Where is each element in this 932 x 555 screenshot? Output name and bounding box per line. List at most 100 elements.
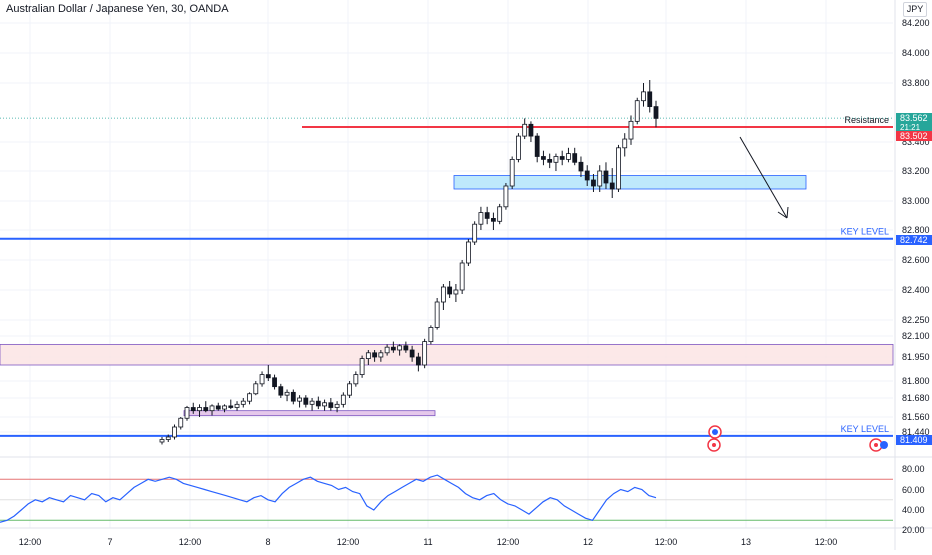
price-tick-label: 82.250 bbox=[902, 315, 930, 325]
candle bbox=[491, 217, 496, 222]
time-tick-label: 12:00 bbox=[19, 537, 42, 547]
candle bbox=[365, 352, 371, 359]
candle bbox=[247, 393, 252, 402]
candle bbox=[553, 156, 559, 163]
time-tick-label: 12:00 bbox=[337, 537, 360, 547]
candle bbox=[184, 407, 190, 419]
time-tick-label: 11 bbox=[423, 537, 432, 547]
time-tick-label: 8 bbox=[265, 537, 270, 547]
time-tick-label: 12 bbox=[583, 537, 593, 547]
candle bbox=[284, 391, 290, 396]
price-tick-label: 82.400 bbox=[902, 285, 930, 295]
candle bbox=[353, 374, 359, 385]
candle bbox=[603, 170, 609, 184]
candle bbox=[559, 156, 565, 160]
candle bbox=[422, 341, 428, 366]
time-tick-label: 13 bbox=[741, 537, 751, 547]
candle bbox=[359, 358, 365, 376]
candle bbox=[634, 100, 640, 122]
price-badge-value: 83.562 bbox=[900, 113, 928, 123]
level-label: KEY LEVEL bbox=[841, 424, 889, 434]
candle bbox=[609, 182, 615, 190]
chart-title: Australian Dollar / Japanese Yen, 30, OA… bbox=[6, 3, 229, 15]
price-badge-value: 81.409 bbox=[900, 435, 928, 445]
price-badge-value: 83.502 bbox=[900, 131, 928, 141]
candle bbox=[641, 91, 646, 102]
candle bbox=[584, 170, 590, 181]
event-icon bbox=[712, 429, 718, 435]
candle bbox=[209, 405, 215, 412]
price-tick-label: 83.200 bbox=[902, 166, 930, 176]
candle bbox=[215, 405, 221, 410]
price-tick-label: 82.100 bbox=[902, 331, 930, 341]
candle bbox=[647, 91, 653, 107]
price-tick-label: 81.800 bbox=[902, 376, 930, 386]
price-badge-time: 21:21 bbox=[900, 123, 921, 132]
price-tick-label: 83.800 bbox=[902, 78, 930, 88]
price-tick-label: 81.950 bbox=[902, 352, 930, 362]
candle bbox=[290, 391, 296, 402]
candle bbox=[397, 345, 403, 351]
candle bbox=[597, 170, 603, 187]
candle bbox=[509, 158, 515, 187]
candle bbox=[503, 185, 509, 208]
candle bbox=[622, 138, 628, 149]
candle bbox=[428, 327, 434, 343]
candle bbox=[340, 394, 346, 405]
candle bbox=[197, 407, 202, 412]
candle bbox=[415, 356, 421, 366]
level-label: KEY LEVEL bbox=[841, 227, 889, 237]
purple-zone bbox=[183, 410, 436, 417]
level-label: Resistance bbox=[844, 115, 889, 125]
candle bbox=[378, 352, 384, 358]
candle bbox=[484, 212, 490, 219]
pink-zone bbox=[0, 343, 894, 366]
candle bbox=[447, 286, 453, 295]
candle bbox=[497, 206, 503, 222]
price-badge bbox=[896, 435, 932, 445]
candle bbox=[440, 286, 446, 303]
currency-selector[interactable]: JPY bbox=[903, 2, 927, 17]
event-icon bbox=[712, 443, 716, 447]
price-tick-label: 84.200 bbox=[902, 18, 930, 28]
candle bbox=[616, 147, 621, 190]
candle bbox=[478, 212, 484, 225]
candle bbox=[228, 405, 234, 408]
price-badge-value: 82.742 bbox=[900, 235, 928, 245]
candle bbox=[591, 179, 596, 187]
price-tick-label: 83.400 bbox=[902, 137, 930, 147]
arrow-head bbox=[777, 206, 789, 219]
rsi-tick-label: 20.00 bbox=[902, 525, 925, 535]
candle bbox=[297, 397, 302, 402]
price-tick-label: 82.800 bbox=[902, 225, 930, 235]
candle bbox=[172, 426, 177, 438]
candle bbox=[303, 397, 309, 405]
candle bbox=[547, 158, 553, 163]
candle bbox=[253, 383, 259, 395]
candle bbox=[384, 346, 390, 354]
candle bbox=[278, 386, 284, 396]
candle bbox=[259, 374, 265, 385]
candle bbox=[347, 383, 352, 396]
candle bbox=[334, 403, 340, 408]
price-tick-label: 84.000 bbox=[902, 48, 930, 58]
rsi-tick-label: 40.00 bbox=[902, 505, 925, 515]
candle bbox=[234, 403, 240, 408]
candle bbox=[409, 349, 415, 358]
time-tick-label: 12:00 bbox=[815, 537, 838, 547]
candle bbox=[459, 262, 465, 291]
price-tick-label: 81.440 bbox=[902, 427, 930, 437]
arrow-line bbox=[739, 136, 788, 219]
candle bbox=[578, 161, 584, 172]
price-tick-label: 83.000 bbox=[902, 196, 930, 206]
price-tick-label: 81.560 bbox=[902, 412, 930, 422]
candle bbox=[528, 123, 534, 137]
candle bbox=[178, 417, 184, 428]
price-badge bbox=[896, 131, 932, 141]
candle bbox=[403, 345, 409, 351]
candle bbox=[190, 407, 196, 412]
candle bbox=[516, 135, 521, 160]
candle bbox=[653, 106, 659, 119]
currency-label: JPY bbox=[906, 4, 924, 14]
candle bbox=[328, 402, 334, 408]
